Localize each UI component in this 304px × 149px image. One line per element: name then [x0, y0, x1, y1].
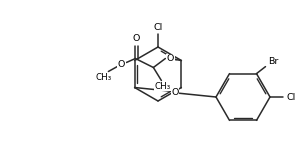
Text: O: O: [118, 60, 125, 69]
Text: O: O: [167, 54, 174, 63]
Text: Cl: Cl: [154, 24, 163, 32]
Text: CH₃: CH₃: [154, 82, 171, 91]
Text: O: O: [172, 88, 179, 97]
Text: CH₃: CH₃: [95, 73, 112, 82]
Text: Br: Br: [268, 57, 279, 66]
Text: Cl: Cl: [286, 93, 295, 101]
Text: O: O: [133, 34, 140, 43]
